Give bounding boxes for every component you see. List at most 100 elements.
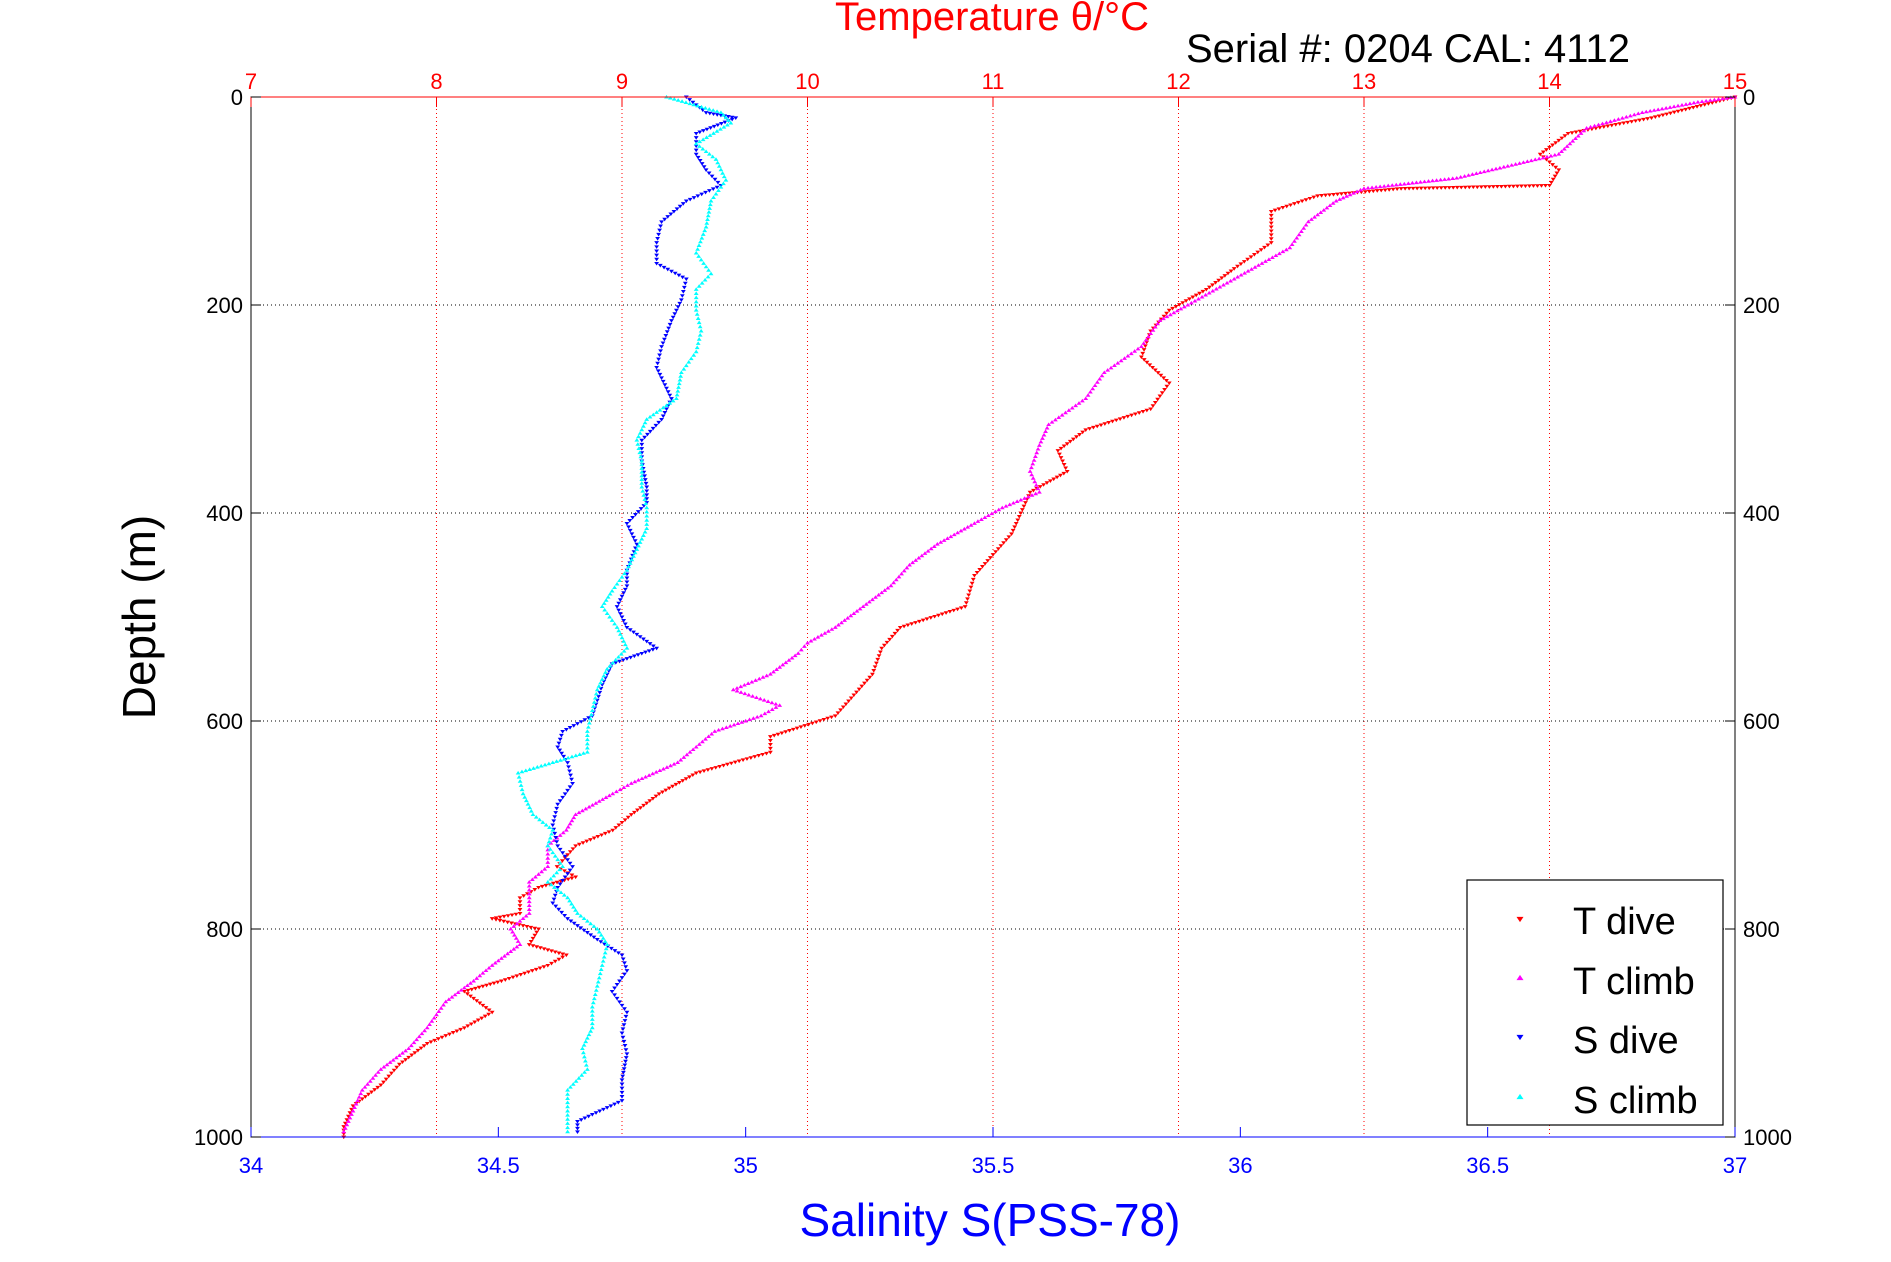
data-point <box>1141 348 1147 352</box>
data-point <box>614 789 619 794</box>
data-point <box>556 951 562 956</box>
data-point <box>1612 118 1617 122</box>
data-point <box>846 699 851 704</box>
data-point <box>578 926 584 931</box>
bottom-tick-label: 36.5 <box>1466 1153 1509 1178</box>
data-point <box>839 620 844 625</box>
data-point <box>465 992 470 996</box>
data-point <box>671 209 677 214</box>
data-point <box>629 557 635 562</box>
data-point <box>1029 472 1035 477</box>
data-point <box>517 919 523 923</box>
top-tick-label: 8 <box>430 69 442 94</box>
data-point <box>1482 185 1488 189</box>
data-point <box>1694 105 1700 109</box>
data-point <box>473 986 478 991</box>
data-point <box>1573 130 1579 135</box>
data-point <box>1724 95 1730 100</box>
data-point <box>568 1085 573 1089</box>
data-point <box>720 171 725 175</box>
data-point <box>1506 184 1512 189</box>
data-point <box>1517 161 1522 165</box>
data-point <box>1231 276 1237 281</box>
data-point <box>553 811 559 815</box>
data-point <box>665 390 671 394</box>
data-point <box>644 505 650 510</box>
data-point <box>1651 108 1657 112</box>
data-point <box>703 168 709 172</box>
data-point <box>554 759 559 763</box>
data-point <box>693 744 699 749</box>
data-point <box>654 241 660 245</box>
data-point <box>760 752 765 757</box>
data-point <box>551 819 557 823</box>
data-point <box>919 553 925 558</box>
data-point <box>591 935 597 940</box>
data-point <box>533 874 538 879</box>
data-point <box>657 228 662 233</box>
data-point <box>1426 179 1431 183</box>
data-point <box>1150 404 1156 408</box>
data-point <box>1213 281 1218 285</box>
data-point <box>777 665 783 669</box>
data-point <box>562 869 567 873</box>
data-point <box>519 769 525 774</box>
data-point <box>443 999 449 1004</box>
data-point <box>1389 183 1395 187</box>
data-point <box>1605 124 1611 129</box>
data-point <box>614 605 620 609</box>
data-point <box>659 417 664 422</box>
data-point <box>718 113 724 118</box>
data-point <box>383 1077 389 1082</box>
data-point <box>1561 146 1567 151</box>
data-point <box>1155 321 1161 326</box>
data-point <box>583 806 589 811</box>
data-point <box>461 989 467 994</box>
data-point <box>1018 497 1024 502</box>
data-point <box>447 1032 452 1037</box>
data-point <box>989 511 995 516</box>
data-point <box>1192 298 1198 303</box>
data-point <box>1235 274 1241 279</box>
data-point <box>1224 280 1230 285</box>
data-point <box>998 544 1004 548</box>
data-point <box>1377 184 1383 189</box>
data-point <box>1378 188 1384 193</box>
data-point <box>1418 186 1424 191</box>
data-point <box>696 337 702 341</box>
data-point <box>1381 184 1387 188</box>
data-point <box>621 1039 627 1044</box>
data-point <box>1099 373 1105 378</box>
data-point <box>882 588 888 592</box>
data-point <box>607 591 613 596</box>
data-point <box>565 1100 570 1105</box>
data-point <box>1405 181 1411 185</box>
data-point <box>708 198 714 203</box>
data-point <box>675 760 681 765</box>
data-point <box>486 965 492 970</box>
data-point <box>1683 107 1689 112</box>
data-point <box>699 281 705 285</box>
data-point <box>798 725 804 729</box>
data-point <box>526 911 532 915</box>
data-point <box>1027 490 1033 495</box>
data-point <box>769 700 775 705</box>
data-point <box>709 767 715 771</box>
data-point <box>588 921 594 926</box>
data-point <box>1052 417 1058 422</box>
data-point <box>584 931 590 935</box>
data-point <box>575 1119 580 1124</box>
data-point <box>367 1079 373 1083</box>
data-point <box>979 517 984 521</box>
data-point <box>666 326 672 331</box>
data-point <box>990 553 996 557</box>
data-point <box>556 741 562 746</box>
data-point <box>545 880 551 884</box>
data-point <box>703 264 709 269</box>
data-point <box>489 917 495 921</box>
data-point <box>509 913 515 918</box>
data-point <box>1228 269 1234 274</box>
data-point <box>715 160 721 165</box>
data-point <box>644 509 650 514</box>
data-point <box>783 660 789 665</box>
